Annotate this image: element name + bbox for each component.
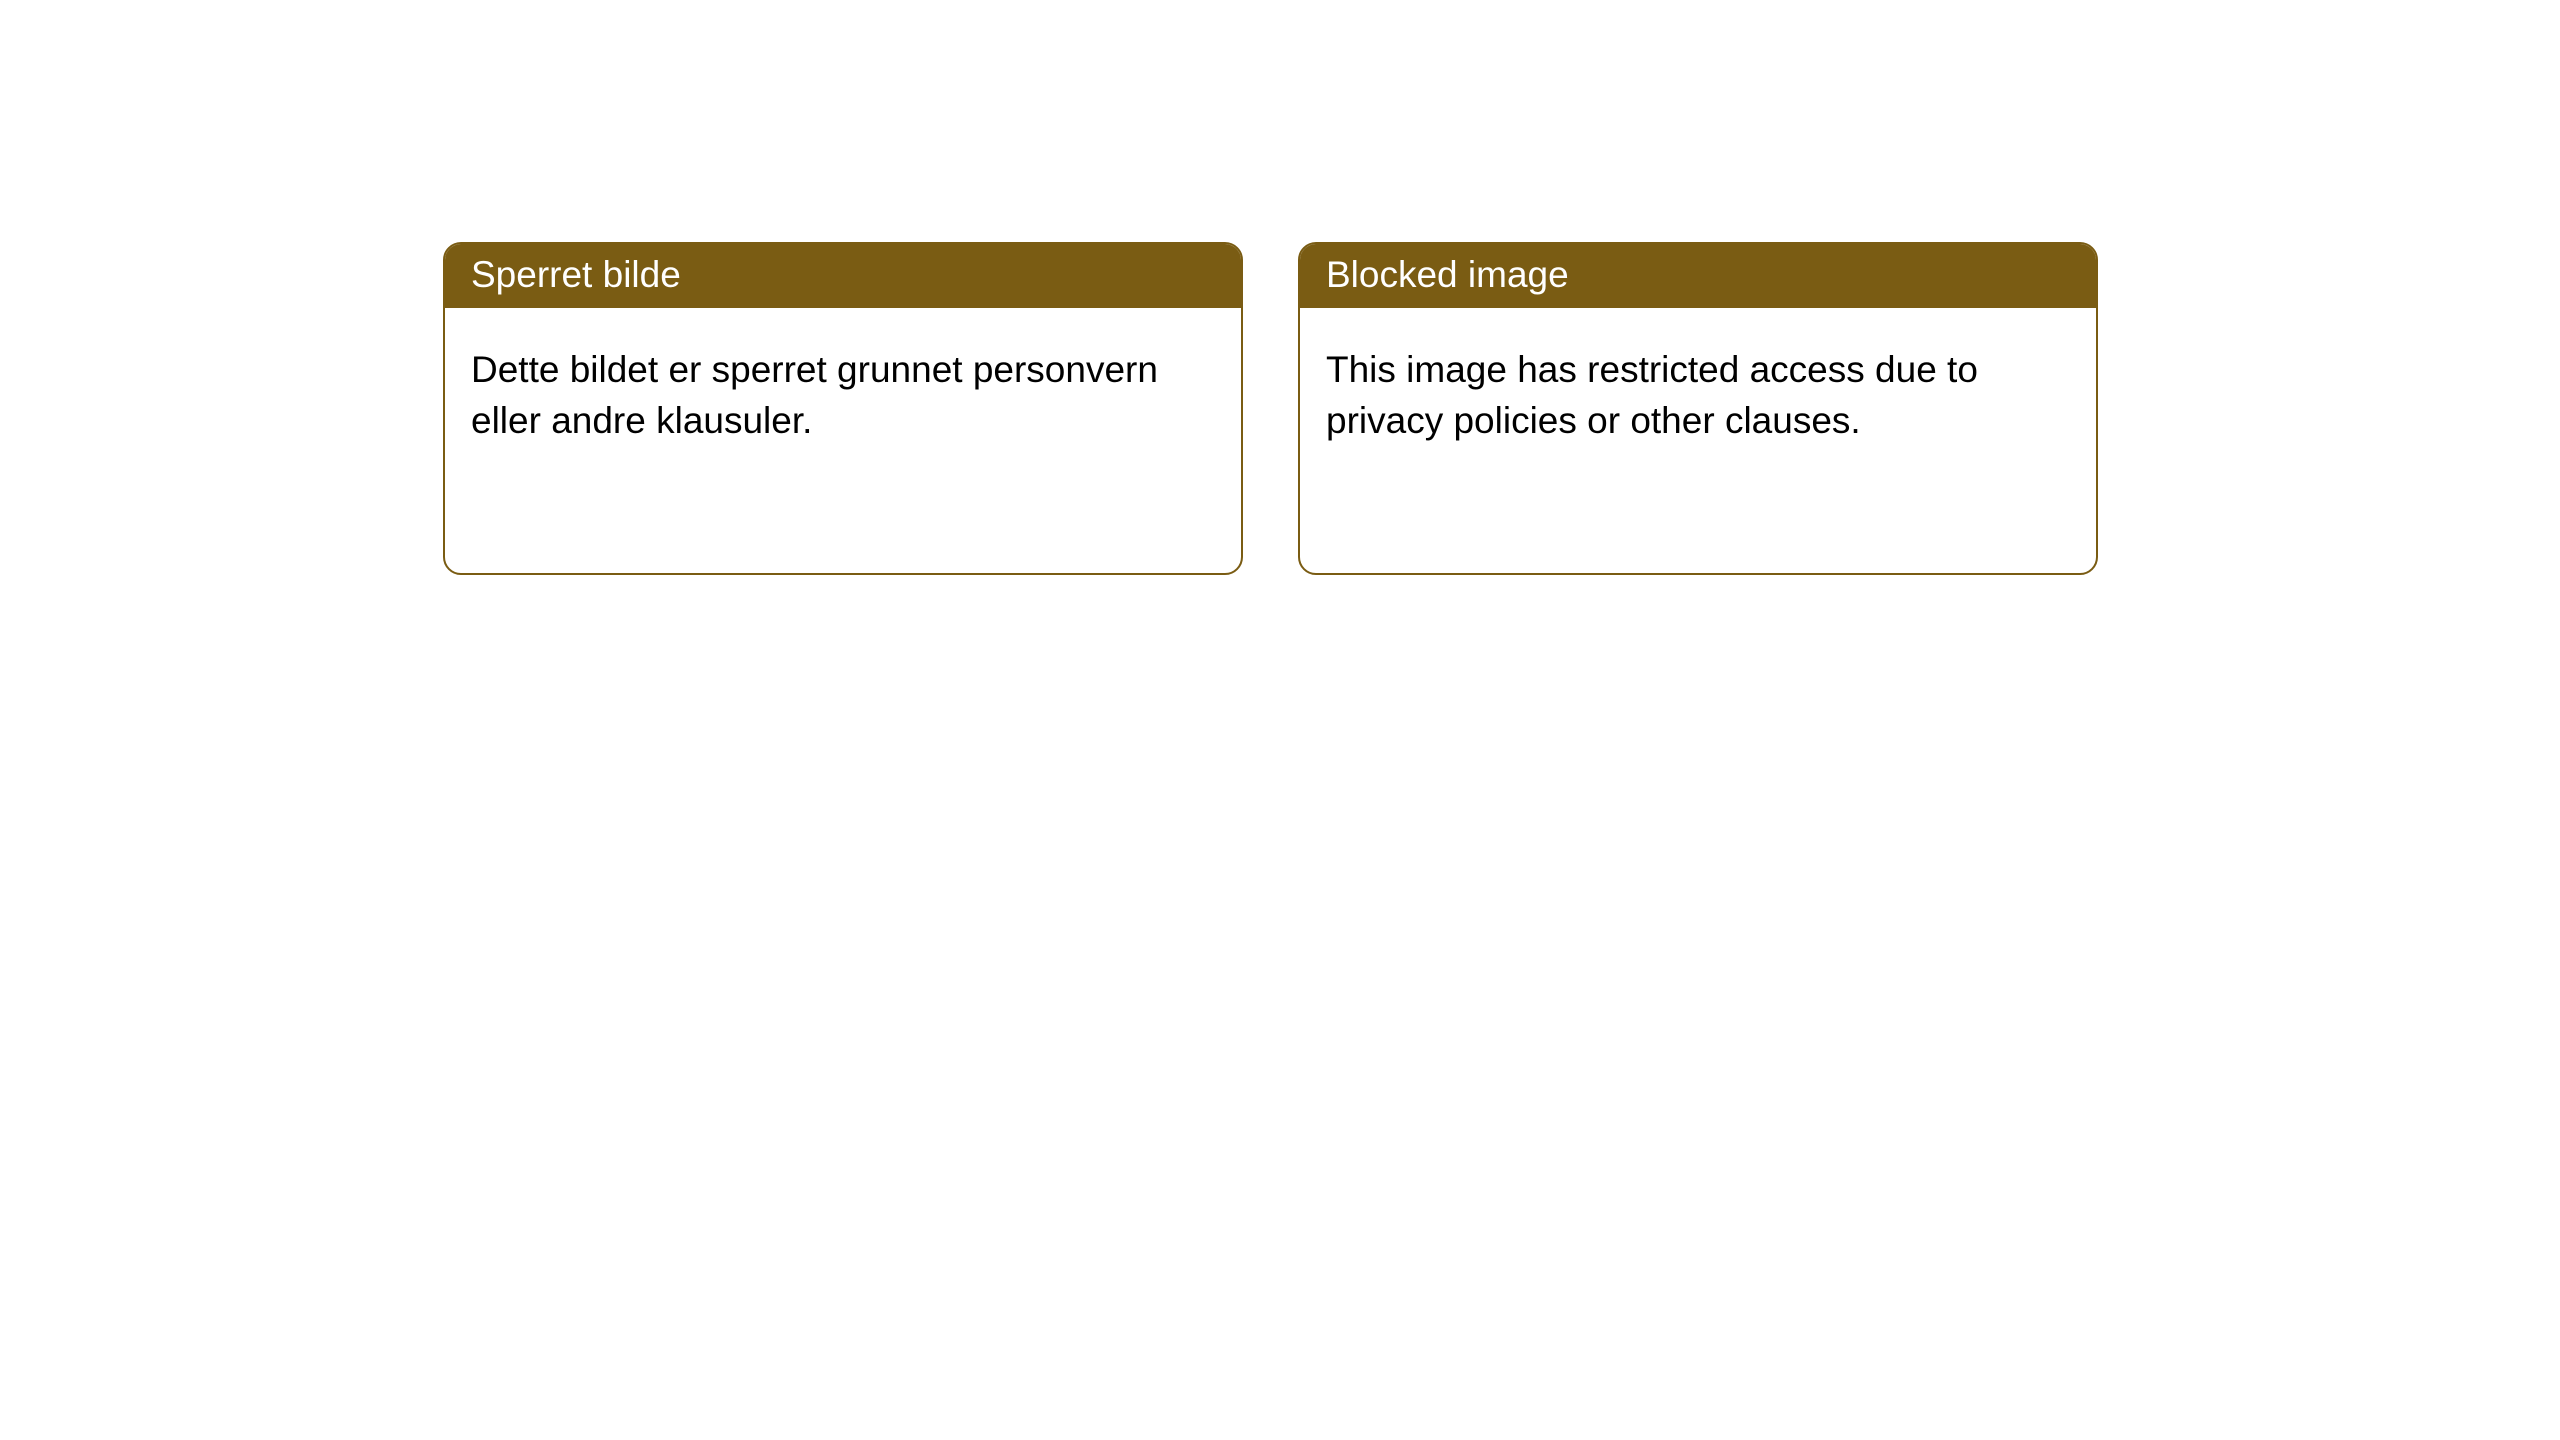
- card-header: Sperret bilde: [445, 244, 1241, 308]
- card-title: Blocked image: [1326, 254, 1569, 295]
- notice-card-english: Blocked image This image has restricted …: [1298, 242, 2098, 575]
- card-message: Dette bildet er sperret grunnet personve…: [471, 349, 1158, 441]
- card-body: Dette bildet er sperret grunnet personve…: [445, 308, 1241, 472]
- card-message: This image has restricted access due to …: [1326, 349, 1978, 441]
- card-header: Blocked image: [1300, 244, 2096, 308]
- notice-container: Sperret bilde Dette bildet er sperret gr…: [0, 0, 2560, 575]
- notice-card-norwegian: Sperret bilde Dette bildet er sperret gr…: [443, 242, 1243, 575]
- card-title: Sperret bilde: [471, 254, 681, 295]
- card-body: This image has restricted access due to …: [1300, 308, 2096, 472]
